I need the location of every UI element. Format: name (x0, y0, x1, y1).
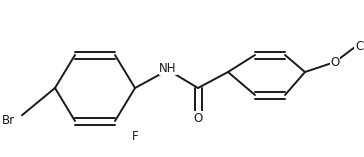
Text: F: F (132, 130, 138, 143)
Text: O: O (331, 56, 340, 68)
Text: CH₃: CH₃ (355, 41, 364, 54)
Text: Br: Br (2, 114, 15, 127)
Text: O: O (193, 111, 203, 125)
Text: NH: NH (159, 62, 177, 75)
